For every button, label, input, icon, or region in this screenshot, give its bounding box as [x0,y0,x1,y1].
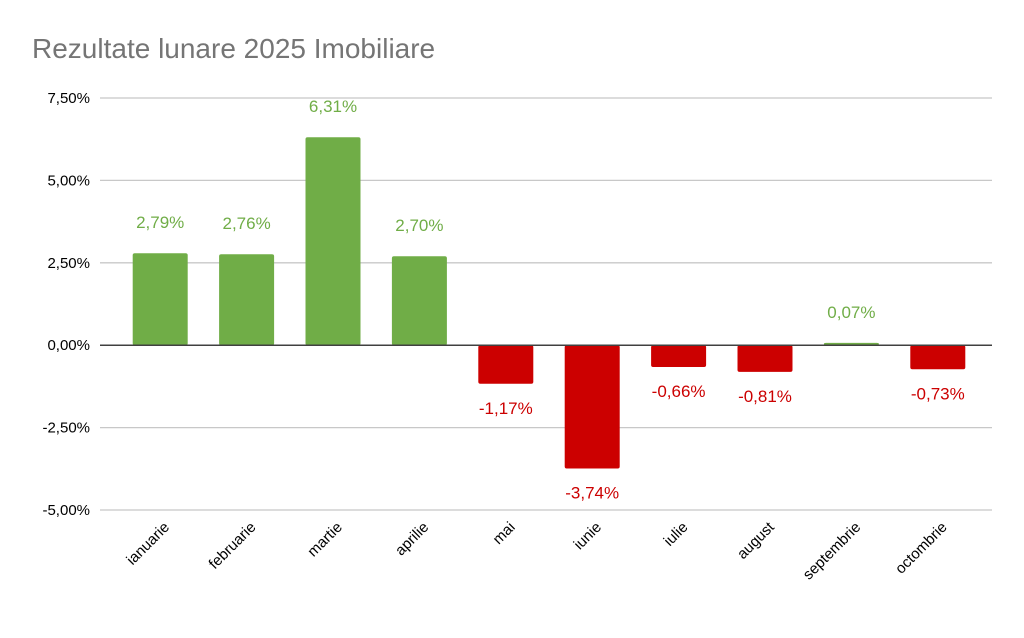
y-tick-label: -2,50% [42,420,90,437]
data-label: -3,74% [565,483,619,502]
x-tick-label: august [734,518,778,562]
x-tick-label: iulie [661,519,692,550]
x-tick-label: octombrie [892,519,951,578]
bar-februarie [219,254,275,346]
chart-title: Rezultate lunare 2025 Imobiliare [32,33,435,64]
bar-iunie [564,345,620,469]
bar-martie [305,137,361,346]
x-tick-label: aprilie [392,519,432,559]
bar-octombrie [910,345,966,370]
data-label: 2,79% [136,213,184,232]
data-label: 0,07% [827,303,875,322]
data-label: -0,73% [911,384,965,403]
bar-mai [478,345,534,384]
bar-ianuarie [132,253,188,346]
x-tick-label: ianuarie [123,519,173,569]
y-tick-label: 5,00% [47,172,90,189]
x-tick-label: februarie [206,519,260,573]
data-label: -0,66% [652,382,706,401]
x-tick-label: martie [304,519,345,560]
data-label: 2,76% [222,214,270,233]
x-tick-label: iunie [571,519,605,553]
y-tick-label: 2,50% [47,255,90,272]
x-tick-label: septembrie [800,519,864,583]
bar-iulie [651,345,707,367]
data-label: -0,81% [738,387,792,406]
y-tick-label: 7,50% [47,90,90,107]
x-tick-label: mai [490,519,519,548]
bar-august [737,345,793,372]
data-label: 6,31% [309,97,357,116]
data-label: -1,17% [479,399,533,418]
data-label: 2,70% [395,216,443,235]
y-tick-label: 0,00% [47,337,90,354]
bar-aprilie [391,256,447,346]
y-tick-label: -5,00% [42,502,90,519]
